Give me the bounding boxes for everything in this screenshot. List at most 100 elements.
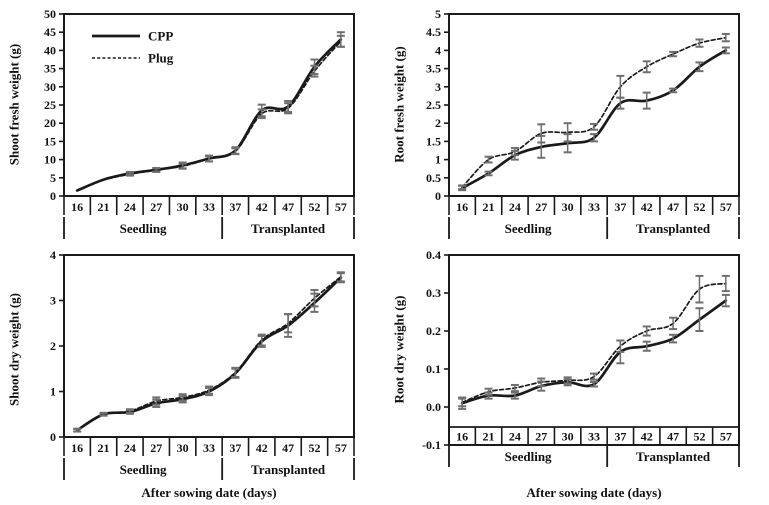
series-line-plug: [76, 40, 342, 192]
legend-label-plug: Plug: [148, 51, 174, 66]
x-tick-label: 27: [535, 200, 547, 214]
error-bars-plug: [125, 34, 345, 177]
x-tick-label: 52: [308, 200, 320, 214]
x-tick-label: 47: [282, 200, 294, 214]
y-tick-label: 35: [44, 62, 56, 76]
y-tick-label: 4: [50, 248, 56, 262]
x-tick-label: 16: [456, 430, 468, 444]
series-line-cpp: [75, 276, 343, 432]
x-tick-label: 42: [256, 200, 268, 214]
y-tick-label: 3: [435, 80, 441, 94]
y-tick-label: 2: [435, 116, 441, 130]
x-tick-label: 52: [693, 200, 705, 214]
error-bars-cpp: [73, 272, 345, 433]
x-tick-label: 16: [71, 441, 83, 455]
y-tick-label: 1: [435, 153, 441, 167]
series-line-cpp: [75, 38, 343, 192]
chart-svg-shoot-fresh-weight: 0 5 10 15 20 25 30 35 40 45 50 16 21 24 27 30 33 37 42 47 52…: [44, 7, 355, 239]
y-tick-label: 45: [44, 25, 56, 39]
chart-svg-root-dry-weight: -0.1 0.0 0.1 0.2 0.3 0.4 16 21 24 27 30 33 37 42 47 52 5…: [422, 248, 740, 467]
error-bars-cpp: [458, 293, 730, 410]
group-label: Transplanted: [251, 221, 326, 236]
x-tick-label: 33: [588, 200, 600, 214]
y-tick-label: 4.5: [426, 25, 441, 39]
x-tick-label: 27: [150, 200, 162, 214]
x-tick-label: 16: [456, 200, 468, 214]
x-tick-label: 37: [229, 441, 241, 455]
x-tick-label: 27: [535, 430, 547, 444]
y-axis-title: Root fresh weight (g): [391, 46, 407, 163]
y-tick-label: 0: [50, 189, 56, 203]
y-tick-label: 2.5: [426, 98, 441, 112]
plot-frame: [63, 13, 355, 197]
series-line-plug: [76, 275, 342, 432]
x-axis-title: After sowing date (days): [141, 485, 277, 500]
y-tick-label: 10: [44, 153, 56, 167]
y-tick-label: 0.5: [426, 171, 441, 185]
y-axis-title: Shoot fresh weight (g): [6, 43, 22, 166]
x-tick-label: 42: [641, 200, 653, 214]
chart-svg-root-fresh-weight: 0 0.5 1 1.5 2 2.5 3 3.5 4 4.5 5 16 21 24 27 30 33 37 42 47 5…: [426, 7, 740, 239]
chart-svg-shoot-dry-weight: 0 1 2 3 4 16 21 24 27 30 33 37 42 47 52 57 Seedling Trans…: [50, 248, 355, 480]
x-tick-label: 47: [667, 430, 679, 444]
series-line-cpp: [460, 49, 728, 190]
y-tick-label: 3: [50, 294, 56, 308]
y-tick-label: 50: [44, 7, 56, 21]
x-tick-label: 21: [98, 200, 110, 214]
x-tick-label: 24: [509, 200, 521, 214]
x-tick-label: 30: [562, 200, 574, 214]
chart-root-dry-weight: Root dry weight (g) -0.1 0.0 0.1 0.2 0.3 0.4 1…: [385, 245, 769, 505]
x-tick-label: 37: [229, 200, 241, 214]
group-label: Transplanted: [251, 462, 326, 477]
x-tick-label: 57: [335, 200, 347, 214]
x-tick-label: 24: [509, 430, 521, 444]
chart-shoot-dry-weight: Shoot dry weight (g) 0 1 2 3 4 16 21 24 27 30 33 37…: [0, 245, 385, 505]
y-tick-label: 1: [50, 385, 56, 399]
x-tick-label: 42: [641, 430, 653, 444]
x-tick-label: 33: [203, 200, 215, 214]
x-tick-label: 21: [483, 200, 495, 214]
x-tick-label: 21: [483, 430, 495, 444]
y-tick-label: -0.1: [422, 438, 441, 452]
x-tick-label: 57: [720, 430, 732, 444]
x-tick-label: 47: [667, 200, 679, 214]
y-tick-label: 0.4: [426, 248, 441, 262]
error-bars-cpp: [458, 46, 730, 192]
x-tick-label: 33: [203, 441, 215, 455]
group-label: Seedling: [505, 449, 552, 464]
y-tick-label: 3.5: [426, 62, 441, 76]
legend-label-cpp: CPP: [148, 29, 173, 44]
group-label: Seedling: [120, 462, 167, 477]
x-tick-label: 57: [335, 441, 347, 455]
y-tick-label: 20: [44, 116, 56, 130]
y-tick-label: 4: [435, 43, 441, 57]
x-tick-label: 30: [177, 200, 189, 214]
y-axis-title: Shoot dry weight (g): [6, 292, 22, 407]
x-tick-label: 47: [282, 441, 294, 455]
x-tick-label: 52: [693, 430, 705, 444]
y-tick-label: 1.5: [426, 134, 441, 148]
plot-frame: [448, 13, 740, 197]
x-tick-label: 37: [614, 200, 626, 214]
y-tick-label: 0.2: [426, 324, 441, 338]
y-tick-label: 5: [50, 171, 56, 185]
y-tick-label: 0: [50, 430, 56, 444]
error-bars-plug: [458, 33, 730, 191]
x-axis-title: After sowing date (days): [526, 485, 662, 500]
group-label: Transplanted: [636, 449, 711, 464]
x-tick-label: 42: [256, 441, 268, 455]
error-bars-plug: [458, 274, 730, 408]
y-tick-label: 25: [44, 98, 56, 112]
x-tick-label: 33: [588, 430, 600, 444]
plot-frame: [63, 254, 355, 438]
y-tick-label: 5: [435, 7, 441, 21]
y-tick-label: 0.0: [426, 400, 441, 414]
x-tick-label: 57: [720, 200, 732, 214]
y-tick-label: 15: [44, 134, 56, 148]
group-label: Seedling: [505, 221, 552, 236]
y-tick-label: 0.3: [426, 286, 441, 300]
series-line-cpp: [460, 299, 728, 405]
x-tick-label: 24: [124, 441, 136, 455]
y-tick-label: 0.1: [426, 362, 441, 376]
